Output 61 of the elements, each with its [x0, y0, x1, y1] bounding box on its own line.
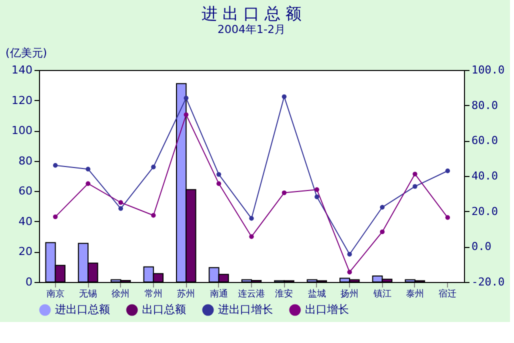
x-tick-label: 徐州	[112, 288, 130, 300]
point	[118, 200, 124, 205]
y-tick-label: 20	[18, 245, 32, 258]
chart-title: 进 出 口 总 额	[201, 4, 302, 23]
point	[86, 181, 90, 186]
point	[314, 187, 320, 192]
point	[412, 184, 418, 189]
y2-tick-label: -20.0	[472, 276, 505, 288]
legend-label: 进出口总额	[55, 303, 110, 316]
legend-label: 出口总额	[142, 303, 186, 316]
x-tick-label: 淮安	[275, 288, 294, 300]
y2-tick-label: 80.0	[472, 98, 498, 112]
y2-tick-label: 60.0	[472, 134, 498, 148]
chart-subtitle: 2004年1-2月	[218, 23, 286, 36]
x-tick-label: 泰州	[406, 288, 424, 300]
x-tick-label: 连云港	[238, 288, 265, 300]
point	[118, 206, 124, 211]
point	[184, 96, 188, 100]
point	[347, 252, 352, 257]
point	[216, 172, 222, 177]
point	[184, 112, 188, 118]
x-tick-label: 镇江	[372, 288, 392, 300]
point	[53, 214, 58, 220]
y-tick-label: 140	[12, 64, 32, 76]
x-tick-label: 常州	[144, 288, 162, 300]
legend-label: 进出口增长	[218, 303, 273, 316]
point	[282, 190, 287, 196]
point	[216, 181, 222, 186]
y-tick-label: 60	[18, 184, 32, 198]
point	[380, 204, 385, 210]
point	[412, 172, 418, 176]
y2-tick-label: 20.0	[472, 204, 498, 218]
legend-label: 出口增长	[305, 303, 349, 316]
y-axis-title: (亿美元)	[6, 46, 48, 60]
point	[151, 164, 156, 170]
x-tick-label: 南通	[210, 288, 228, 300]
point	[445, 215, 450, 220]
point	[249, 234, 254, 239]
y2-tick-label: 40.0	[472, 170, 498, 182]
point	[314, 194, 320, 200]
y-tick-label: 120	[12, 94, 32, 107]
y-tick-label: 100	[12, 124, 32, 138]
x-tick-label: 无锡	[79, 288, 98, 300]
y-tick-label: 80	[18, 154, 32, 168]
y2-tick-label: 100.0	[472, 64, 505, 76]
y2-tick-label: 0.0	[472, 240, 492, 254]
point	[151, 213, 156, 218]
point	[445, 168, 450, 174]
x-tick-label: 南京	[46, 288, 64, 300]
point	[347, 270, 352, 274]
point	[282, 94, 287, 100]
x-tick-label: 扬州	[340, 288, 359, 300]
point	[86, 166, 90, 172]
point	[380, 229, 385, 234]
x-tick-label: 盐城	[308, 288, 326, 300]
y-tick-label: 40	[18, 214, 32, 228]
point	[53, 163, 58, 168]
x-tick-label: 宿迁	[438, 288, 457, 300]
x-tick-label: 苏州	[177, 288, 196, 300]
y-tick-label: 0	[26, 276, 32, 288]
point	[249, 216, 254, 221]
